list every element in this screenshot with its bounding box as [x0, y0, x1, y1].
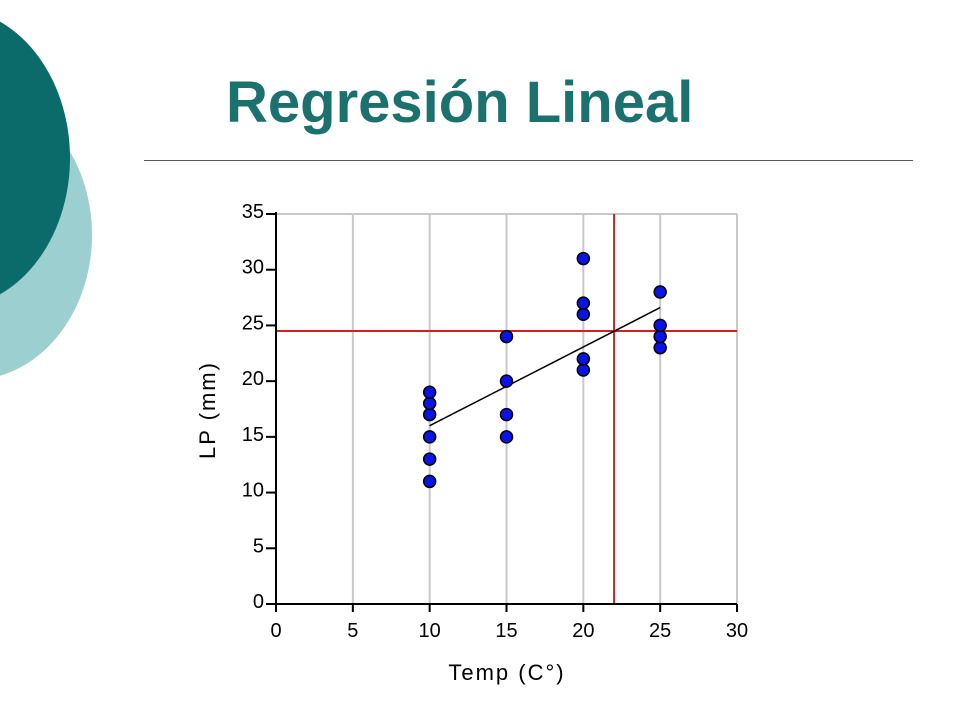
y-axis-label: LP (mm): [195, 361, 220, 459]
data-point: [576, 251, 591, 266]
y-tick-label: 10: [242, 480, 264, 502]
data-point: [576, 296, 591, 310]
x-tick-label: 15: [495, 620, 517, 642]
data-point: [653, 340, 667, 355]
data-point: [422, 396, 437, 411]
x-tick-label: 10: [419, 620, 441, 642]
axes: [266, 212, 738, 612]
x-tick-label: 20: [572, 620, 594, 642]
tick-labels: 0 5 10 15 20 25 30 0 5 10 15 20 25 30 35: [242, 201, 748, 642]
y-tick-label: 35: [242, 201, 264, 223]
data-point: [499, 430, 514, 444]
data-point: [422, 430, 437, 444]
y-tick-label: 25: [242, 312, 264, 334]
y-tick-label: 30: [242, 257, 264, 279]
x-tick-label: 25: [649, 620, 671, 642]
data-point: [576, 307, 591, 322]
title-divider: [144, 160, 913, 161]
y-tick-label: 15: [242, 424, 264, 446]
x-tick-label: 0: [270, 620, 281, 642]
x-tick-label: 30: [726, 620, 748, 642]
x-axis-label: Temp (C°): [448, 660, 565, 685]
data-point: [499, 407, 514, 422]
data-point: [499, 374, 514, 388]
data-point: [422, 385, 437, 400]
data-point: [422, 407, 437, 422]
y-tick-label: 5: [253, 535, 264, 557]
slide-title: Regresión Lineal: [226, 70, 694, 135]
data-point: [422, 452, 437, 466]
data-points: [422, 251, 667, 489]
data-point: [653, 285, 667, 299]
y-tick-label: 0: [253, 591, 264, 613]
data-point: [422, 474, 437, 489]
data-point: [576, 363, 591, 377]
regression-line-group: [429, 306, 661, 427]
data-point: [499, 329, 514, 344]
data-point: [653, 318, 667, 333]
grid-lines: [276, 213, 738, 604]
data-point: [576, 352, 591, 366]
x-tick-label: 5: [347, 620, 358, 642]
y-tick-label: 20: [242, 368, 264, 390]
regression-line: [429, 306, 661, 427]
data-point: [653, 329, 667, 344]
